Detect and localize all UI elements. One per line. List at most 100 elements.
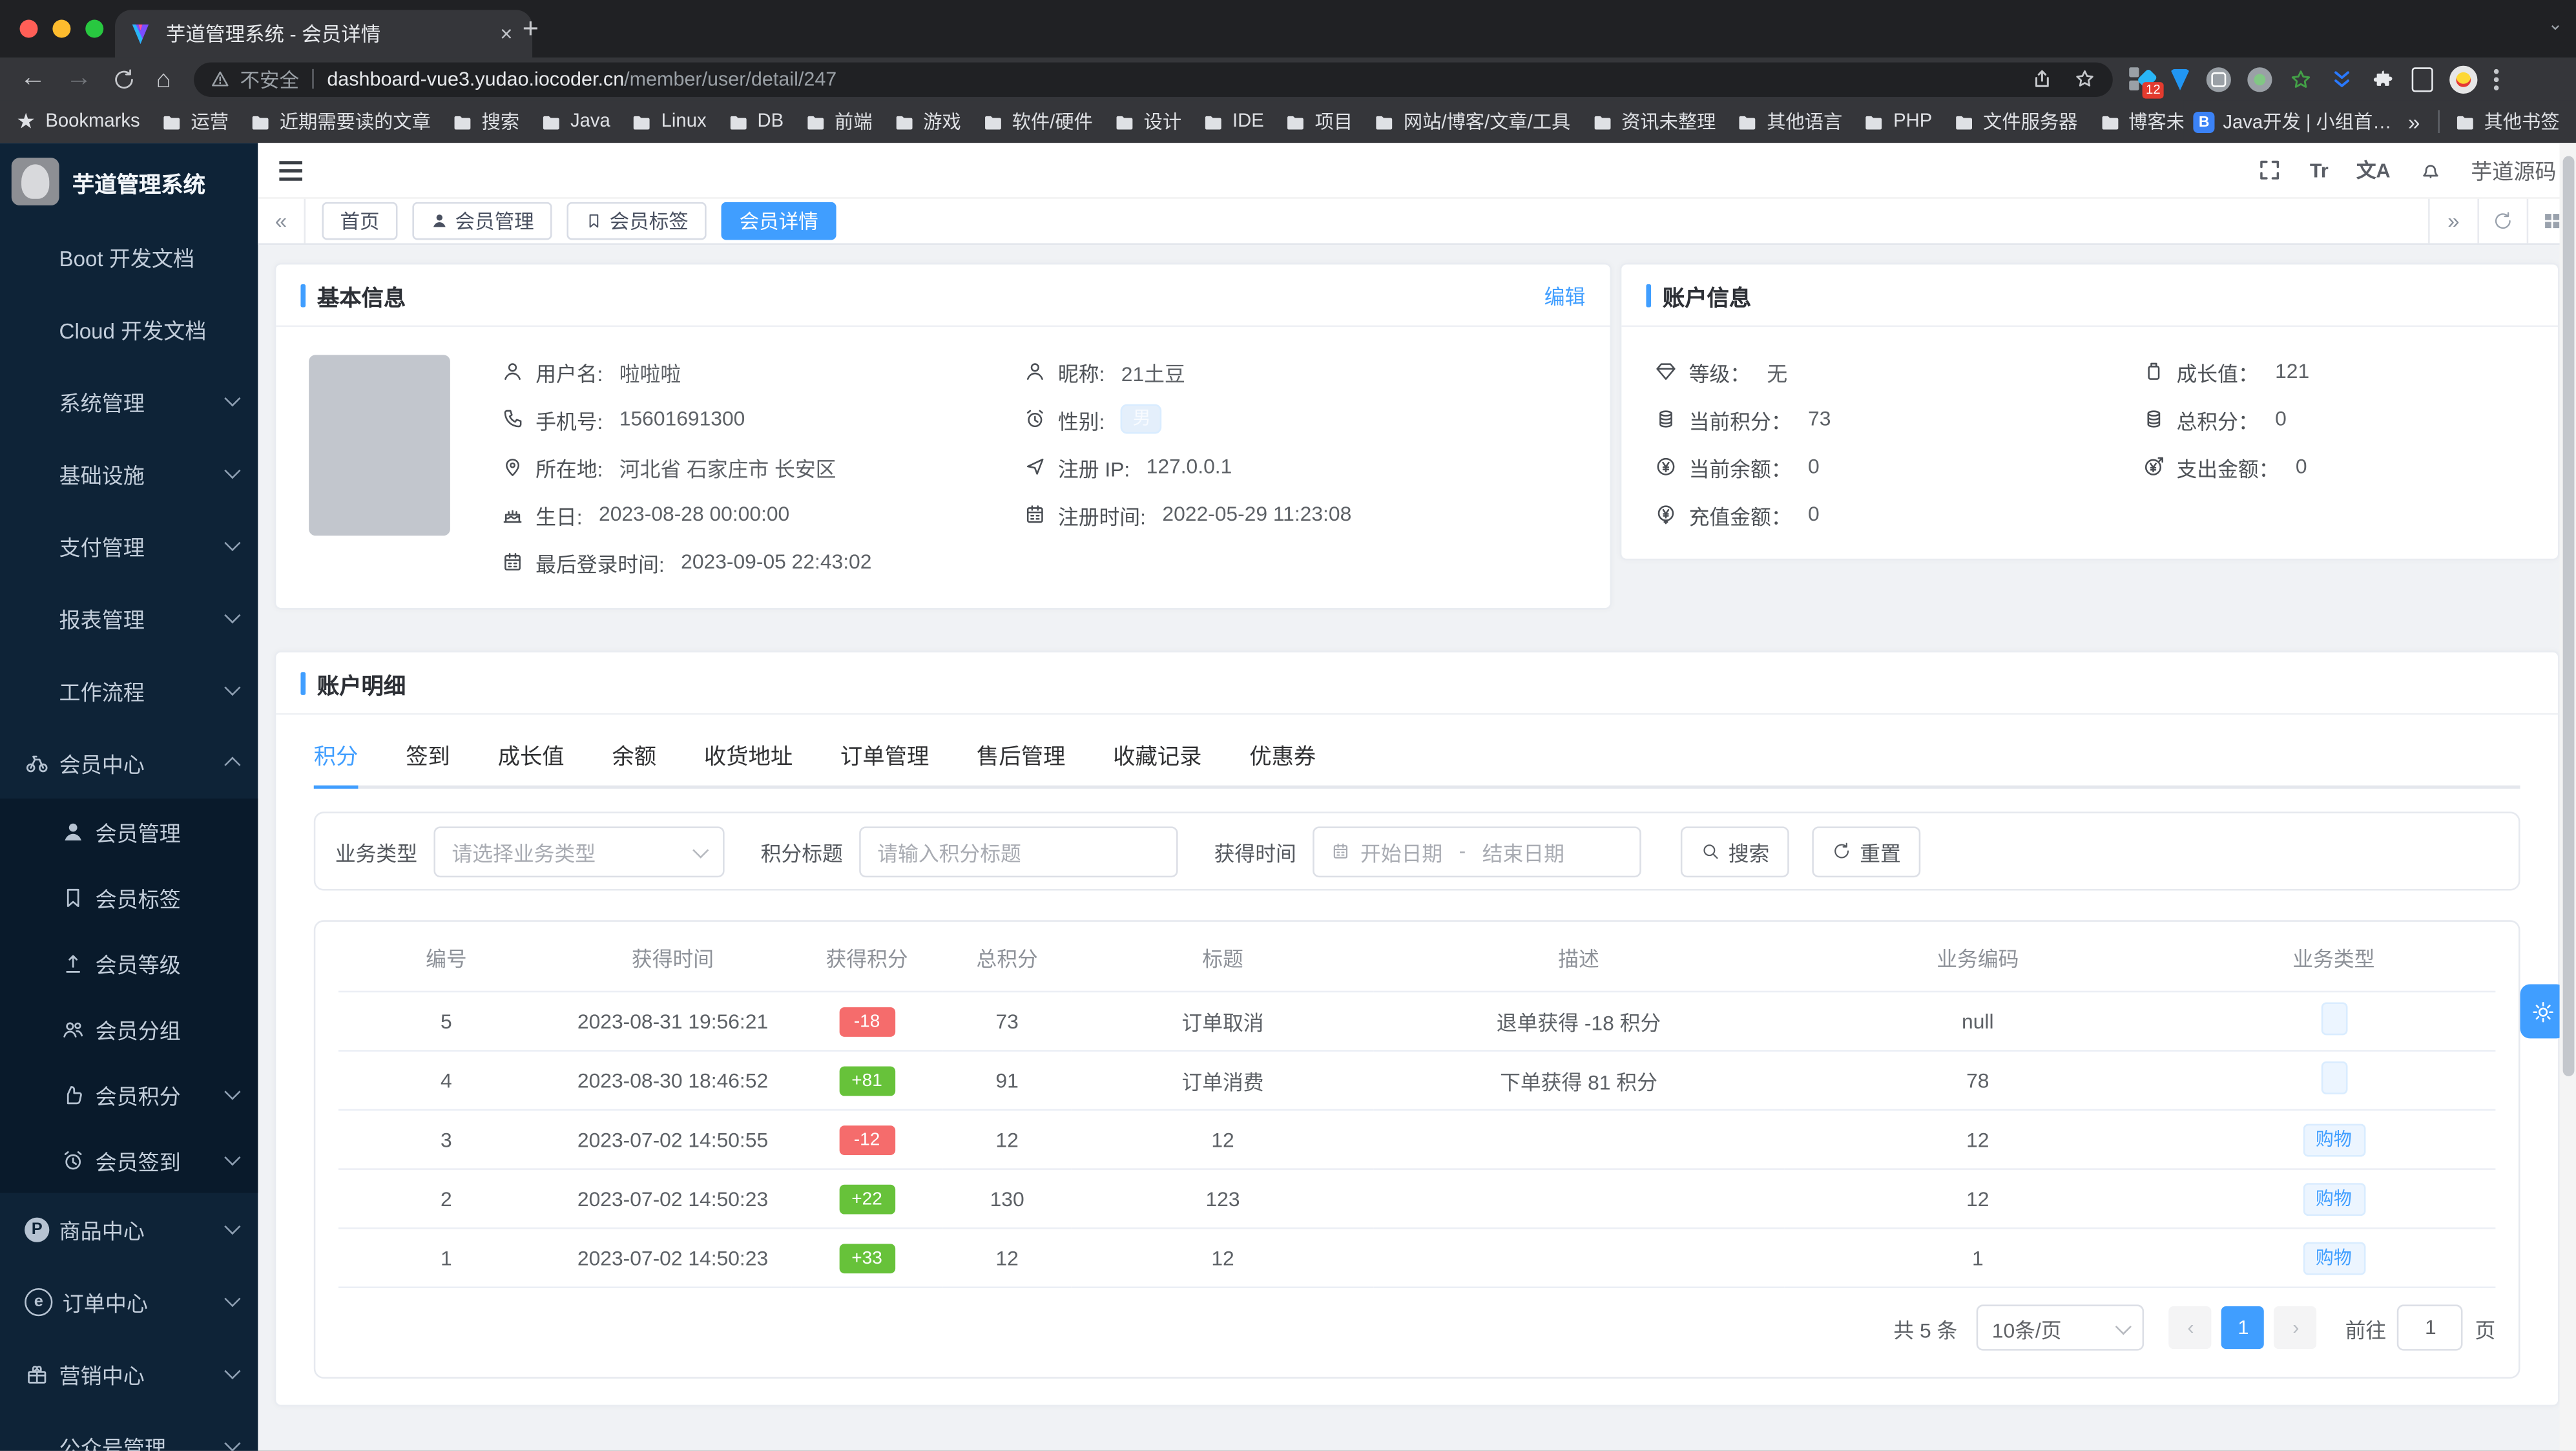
sidebar-item-workflow[interactable]: 工作流程 <box>0 654 258 726</box>
date-range-picker[interactable]: 开始日期 - 结束日期 <box>1313 826 1641 877</box>
tab-balance[interactable]: 余额 <box>612 744 657 769</box>
side-panel-icon[interactable] <box>2411 67 2433 92</box>
bookmark-folder[interactable]: 近期需要读的文章 <box>250 109 431 135</box>
language-icon[interactable]: 文A <box>2356 159 2391 183</box>
goto-page-input[interactable]: 1 <box>2398 1304 2464 1351</box>
sidebar-item-cloud-docs[interactable]: Cloud 开发文档 <box>59 318 207 343</box>
tag-member-tag[interactable]: 会员标签 <box>566 202 707 240</box>
reload-button[interactable] <box>112 67 136 91</box>
bookmarks-star-icon[interactable]: ★ <box>16 108 36 134</box>
tags-scroll-right-icon[interactable]: » <box>2428 198 2477 244</box>
sidebar-item-order-center[interactable]: e 订单中心 <box>0 1265 258 1337</box>
sidebar-item-member-center[interactable]: 会员中心 <box>0 726 258 799</box>
browser-menu-icon[interactable] <box>2493 68 2499 90</box>
bookmark-folder[interactable]: 资讯未整理 <box>1592 109 1716 135</box>
sidebar-item-infra[interactable]: 基础设施 <box>0 437 258 510</box>
sidebar-item-member-point[interactable]: 会员积分 <box>0 1061 258 1127</box>
bookmark-folder[interactable]: 搜索 <box>452 109 519 135</box>
sidebar-item-mp-manage[interactable]: 公众号管理 <box>0 1410 258 1451</box>
tab-signin[interactable]: 签到 <box>406 744 450 769</box>
bookmark-folder[interactable]: Java <box>541 111 610 132</box>
edit-button[interactable]: 编辑 <box>1544 286 1586 309</box>
back-button[interactable]: ← <box>19 64 47 92</box>
tab-growth[interactable]: 成长值 <box>497 744 565 769</box>
business-type-select[interactable]: 请选择业务类型 <box>433 826 725 877</box>
tab-address[interactable]: 收货地址 <box>703 744 793 769</box>
table-row[interactable]: 5 2023-08-31 19:56:21 -18 73 订单取消 退单获得 -18… <box>338 991 2496 1052</box>
extensions-puzzle-icon[interactable] <box>2371 67 2395 91</box>
bookmark-folder[interactable]: 运营 <box>161 109 229 135</box>
sidebar-item-member-level[interactable]: 会员等级 <box>0 930 258 996</box>
mac-zoom-button[interactable] <box>85 19 104 38</box>
tags-scroll-left-icon[interactable]: « <box>258 198 306 244</box>
sidebar-item-report[interactable]: 报表管理 <box>0 581 258 654</box>
sidebar-item-product-center[interactable]: P 商品中心 <box>0 1193 258 1265</box>
tab-points[interactable]: 积分 <box>313 738 358 789</box>
font-size-icon[interactable]: Tr <box>2309 158 2329 182</box>
table-row[interactable]: 2 2023-07-02 14:50:23 +22 130 123 12 购物 <box>338 1169 2496 1229</box>
sidebar-item-member-group[interactable]: 会员分组 <box>0 996 258 1061</box>
bookmark-folder[interactable]: 文件服务器 <box>1953 109 2077 135</box>
bookmark-folder[interactable]: PHP <box>1864 111 1932 132</box>
new-tab-button[interactable]: + <box>522 13 539 45</box>
mac-close-button[interactable] <box>19 19 38 38</box>
bookmark-folder[interactable]: Linux <box>632 111 707 132</box>
bookmark-folder[interactable]: 游戏 <box>894 109 961 135</box>
bookmark-folder[interactable]: 项目 <box>1285 109 1353 135</box>
tag-home[interactable]: 首页 <box>322 202 398 240</box>
extension-chevrons-icon[interactable] <box>2330 67 2354 91</box>
bookmark-star-icon[interactable] <box>2073 67 2097 90</box>
bookmark-folder[interactable]: 软件/硬件 <box>982 109 1093 135</box>
next-page-button[interactable]: › <box>2274 1306 2318 1350</box>
forward-button[interactable]: → <box>65 64 92 92</box>
prev-page-button[interactable]: ‹ <box>2169 1306 2212 1350</box>
page-scrollbar-thumb[interactable] <box>2562 156 2574 1076</box>
collapse-sidebar-icon[interactable] <box>279 160 302 180</box>
bookmark-folder[interactable]: 网站/博客/文章/工具 <box>1374 109 1570 135</box>
page-number-button[interactable]: 1 <box>2221 1306 2265 1350</box>
close-tab-icon[interactable]: × <box>500 21 513 47</box>
tab-orders[interactable]: 订单管理 <box>840 744 930 769</box>
extension-dot-icon[interactable] <box>2247 67 2272 92</box>
extension-icon-grid[interactable]: 12 <box>2129 67 2164 99</box>
tab-favorites[interactable]: 收藏记录 <box>1113 744 1202 769</box>
bookmark-folder[interactable]: IDE <box>1203 111 1264 132</box>
bookmark-folder[interactable]: 其他语言 <box>1737 109 1842 135</box>
refresh-page-icon[interactable] <box>2477 198 2526 244</box>
bookmarks-label[interactable]: Bookmarks <box>45 111 140 132</box>
app-logo[interactable]: 芋道管理系统 <box>0 143 258 220</box>
fullscreen-icon[interactable] <box>2258 158 2282 182</box>
bookmark-folder[interactable]: 前端 <box>805 109 872 135</box>
mac-minimize-button[interactable] <box>52 19 71 38</box>
extension-kite-icon[interactable] <box>2170 68 2190 90</box>
chevron-down-icon[interactable]: ⌄ <box>2548 14 2563 35</box>
tag-member-detail[interactable]: 会员详情 <box>721 202 836 240</box>
table-row[interactable]: 3 2023-07-02 14:50:55 -12 12 12 12 购物 <box>338 1110 2496 1170</box>
reset-button[interactable]: 重置 <box>1812 826 1921 877</box>
browser-tab[interactable]: 芋道管理系统 - 会员详情 × <box>115 10 533 58</box>
search-button[interactable]: 搜索 <box>1680 826 1789 877</box>
tab-aftersale[interactable]: 售后管理 <box>977 744 1066 769</box>
theme-settings-button[interactable] <box>2520 984 2566 1039</box>
share-icon[interactable] <box>2031 67 2054 90</box>
bookmark-link[interactable]: Java开发 | 小组首… <box>2223 113 2392 134</box>
tab-coupons[interactable]: 优惠券 <box>1249 744 1316 769</box>
table-row[interactable]: 1 2023-07-02 14:50:23 +33 12 12 1 购物 <box>338 1228 2496 1289</box>
bookmarks-overflow-icon[interactable]: » <box>2407 109 2420 134</box>
bookmark-folder[interactable]: DB <box>728 111 784 132</box>
other-bookmarks[interactable]: 其他书签 <box>2455 109 2560 135</box>
sidebar-item-marketing-center[interactable]: 营销中心 <box>0 1337 258 1410</box>
bookmark-folder[interactable]: 设计 <box>1114 109 1181 135</box>
sidebar-item-pay[interactable]: 支付管理 <box>0 509 258 581</box>
extension-star-icon[interactable] <box>2289 67 2313 91</box>
user-dropdown[interactable]: 芋道源码 <box>2471 159 2557 184</box>
sidebar-item-member-manage[interactable]: 会员管理 <box>0 799 258 864</box>
extension-command-icon[interactable] <box>2206 67 2232 92</box>
table-row[interactable]: 4 2023-08-30 18:46:52 +81 91 订单消费 下单获得 81 … <box>338 1050 2496 1111</box>
sidebar-item-member-signin[interactable]: 会员签到 <box>0 1127 258 1193</box>
sidebar-item-boot-docs[interactable]: Boot 开发文档 <box>59 245 195 271</box>
bell-icon[interactable] <box>2418 158 2443 182</box>
profile-avatar[interactable] <box>2449 65 2478 93</box>
address-bar[interactable]: 不安全 dashboard-vue3.yudao.iocoder.cn/memb… <box>194 61 2113 96</box>
home-button[interactable]: ⌂ <box>156 65 171 93</box>
